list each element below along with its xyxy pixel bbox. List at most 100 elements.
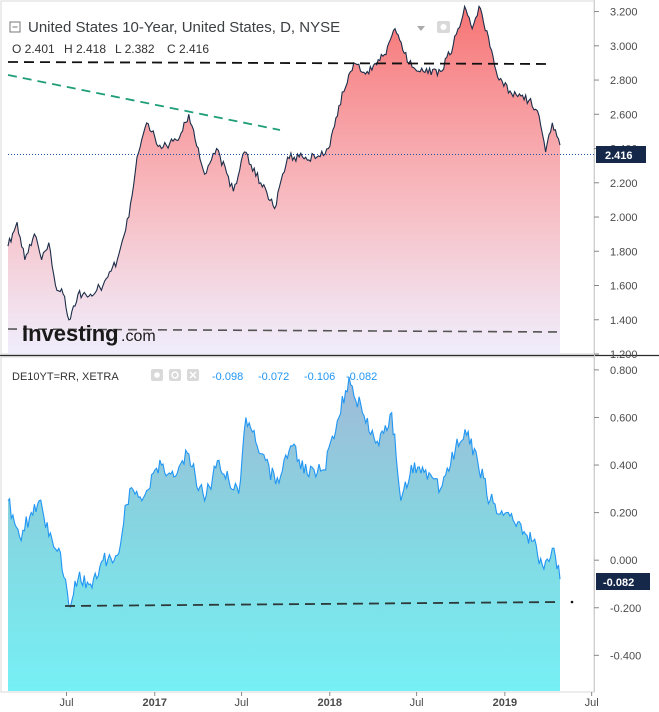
bottom-last-value: -0.082 [603,577,634,589]
us10y-data-point [511,93,512,94]
de10y-data-point [275,484,276,485]
us10y-data-point [384,54,385,55]
bottom-price-axis: 0.800 0.600 0.400 0.200 0.000 -0.200 -0.400 [594,365,641,662]
sub-value-3: -0.106 [304,371,335,383]
us10y-data-point [423,71,424,72]
de10y-data-point [477,460,478,461]
us10y-data-point [188,114,189,115]
time-tick-label: 2017 [143,697,167,709]
sub-value-4: -0.082 [346,371,377,383]
de10y-data-point [218,460,219,461]
de10y-data-point [391,412,392,413]
eye-icon[interactable] [151,369,163,381]
top-legend: United States 10-Year, United States, D,… [9,19,450,56]
us10y-data-point [136,157,137,158]
time-tick-label: 2018 [318,697,342,709]
top-price-tick-label: 1.400 [610,315,638,327]
sub-value-2: -0.072 [258,371,289,383]
ohlc-low: L 2.382 [115,42,155,56]
de10y-data-point [411,464,412,465]
time-tick-label: Jul [235,697,249,709]
us10y-data-point [274,208,275,209]
us10y-data-point [537,110,538,111]
ohlc-high: H 2.418 [64,42,106,56]
time-tick-label: Jul [410,697,424,709]
downtrend-dashed-line[interactable] [7,74,281,131]
de10y-data-point [464,429,465,430]
us10y-data-point [216,148,217,149]
us10y-area-fill [8,6,560,355]
de10y-data-point [292,445,293,446]
top-price-tick-label: 2.000 [610,212,638,224]
us10y-data-point [559,145,560,146]
us10y-data-point [24,259,25,260]
bottom-price-tick-label: 0.600 [610,412,638,424]
de10y-area-fill [8,377,560,691]
de10y-data-point [533,541,534,542]
top-price-tick-label: 3.200 [610,7,638,19]
us10y-data-point [90,294,91,295]
us10y-data-point [63,294,64,295]
us10y-data-point [338,105,339,106]
de10y-data-point [7,500,8,501]
de10y-data-point [90,583,91,584]
de10y-data-point [58,548,59,549]
bottom-last-value-tag: -0.082 [596,573,650,590]
us10y-data-point [453,45,454,46]
de10y-data-point [117,555,118,556]
us10y-series-line [7,4,561,321]
investing-logo: Investing .com [22,321,156,346]
de10y-line [7,376,561,609]
top-price-tick-label: 1.800 [610,246,638,258]
de10y-series-line [7,376,561,609]
us10y-data-point [204,174,205,175]
logo-investing: Investing [22,321,119,346]
ohlc-open: O 2.401 [12,42,55,56]
us10y-data-point [233,191,234,192]
de10y-data-point [173,476,174,477]
close-icon[interactable] [187,369,199,381]
time-axis: Jul 2017 Jul 2018 Jul 2019 Jul [59,692,599,709]
de10y-support-dashed-line[interactable] [64,601,561,607]
us10y-data-point [128,216,129,217]
de10y-data-point [204,500,205,501]
time-tick-label: Jul [585,697,599,709]
us10y-data-point [41,259,42,260]
de10y-data-point [425,469,426,470]
de10y-area [8,377,560,691]
us10y-data-point [287,157,288,158]
us10y-data-point [302,157,303,158]
gear-icon[interactable] [169,369,181,381]
dropdown-arrow-icon[interactable] [417,26,425,31]
de10y-data-point [129,488,130,489]
de10y-data-point [265,460,266,461]
us10y-data-point [260,182,261,183]
us10y-data-point [367,71,368,72]
us10y-data-point [394,28,395,29]
eye-icon[interactable] [437,21,450,33]
us10y-data-point [244,151,245,152]
us10y-data-point [528,100,529,101]
support-dashed-line[interactable] [7,328,561,333]
resistance-dashed-line[interactable] [7,61,549,65]
top-price-tick-label: 1.200 [610,349,638,361]
de10y-data-point [542,564,543,565]
bottom-price-tick-label: 0.200 [610,508,638,520]
us10y-data-point [77,294,78,295]
de10y-data-point [377,441,378,442]
sub-series-title: DE10YT=RR, XETRA [12,371,119,383]
time-tick-label: 2019 [493,697,517,709]
us10y-data-point [316,157,317,158]
us10y-data-point [488,37,489,38]
de10y-data-point [238,493,239,494]
de10y-data-point [323,469,324,470]
time-tick-label: Jul [59,697,73,709]
top-price-tick-label: 3.000 [610,41,638,53]
de10y-data-point [29,517,30,518]
us10y-data-point [464,6,465,7]
us10y-data-point [55,285,56,286]
de10y-data-point [19,536,20,537]
bottom-legend: DE10YT=RR, XETRA -0.098 -0.072 -0.106 -0… [12,369,377,383]
us10y-area [8,6,560,355]
